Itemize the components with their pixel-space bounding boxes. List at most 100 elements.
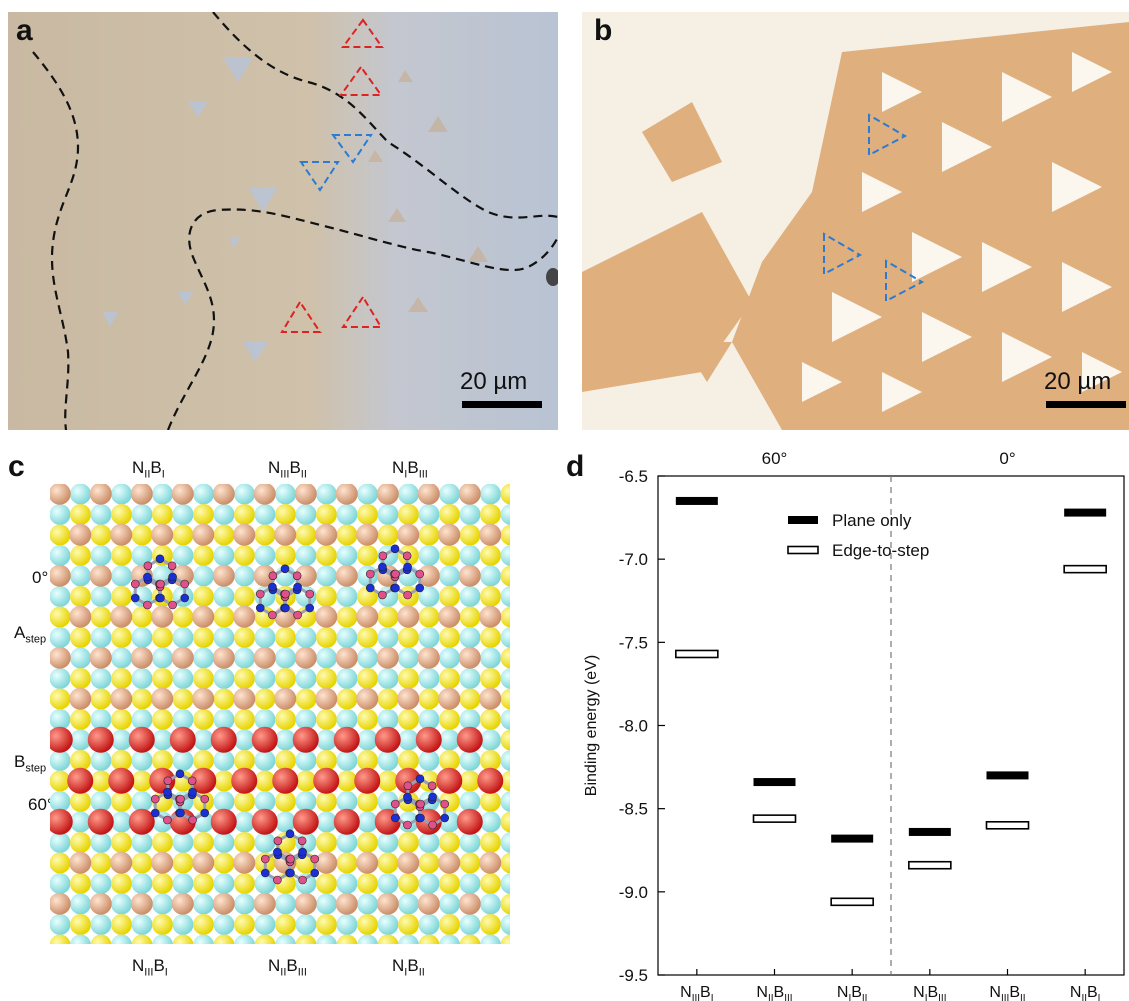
chart-text: -6.5 -7.0 -7.5 -8.0 -8.5 -9.0 -9.5 NIIIBI NIIBII… [583, 449, 1100, 1001]
substrate-atom [377, 750, 399, 771]
substrate-atom [111, 934, 132, 944]
substrate-atom [234, 647, 255, 669]
substrate-atom [131, 627, 153, 648]
grain-boundary-3 [166, 208, 558, 430]
substrate-atom [500, 750, 510, 771]
substrate-atom [90, 791, 112, 812]
substrate-atom [275, 750, 296, 771]
step-atom [210, 726, 237, 753]
step-atom [251, 726, 278, 753]
b-atom [188, 815, 197, 825]
step-atom [456, 726, 483, 753]
substrate-atom [234, 750, 255, 771]
n-atom [415, 583, 425, 593]
substrate-atom [234, 586, 255, 607]
substrate-atom [111, 565, 132, 587]
surface-atom [130, 484, 153, 505]
substrate-atom [275, 729, 296, 751]
surface-atom [294, 892, 317, 915]
surface-atom [356, 605, 379, 628]
substrate-atom [172, 832, 194, 853]
substrate-atom [459, 606, 481, 628]
substrate-atom [480, 729, 501, 751]
substrate-atom [152, 709, 173, 730]
substrate-atom [50, 688, 71, 710]
substrate-atom [357, 832, 378, 853]
substrate-atom [50, 750, 71, 771]
panel-b-scalebar: 20 µm [1044, 368, 1128, 410]
b-atom [187, 776, 197, 786]
substrate-atom [152, 647, 173, 669]
panel-a-background [8, 12, 558, 430]
substrate-atom [357, 545, 378, 566]
substrate-atom [295, 791, 317, 812]
surface-atom [438, 523, 461, 546]
substrate-atom [357, 791, 378, 812]
panel-d-letter: d [566, 450, 585, 483]
surface-atom [315, 687, 338, 710]
b-atom [440, 799, 450, 809]
substrate-atom [316, 832, 337, 853]
substrate-atom [70, 668, 91, 689]
substrate-atom [377, 606, 399, 628]
panel-a-flakes [103, 57, 278, 362]
n-atom [273, 847, 282, 857]
substrate-atom [111, 914, 132, 935]
substrate-atom [439, 750, 460, 771]
substrate-atom [377, 524, 399, 546]
surface-atom [212, 564, 235, 587]
grain-boundary-1 [32, 51, 80, 430]
surface-atom [438, 605, 461, 628]
substrate-atom [459, 627, 481, 648]
n-atom [281, 603, 290, 613]
n-atom [255, 603, 265, 613]
substrate-atom [234, 893, 255, 915]
substrate-atom [295, 524, 317, 546]
n-atom [378, 562, 387, 572]
edge-to-step-marker [830, 897, 874, 907]
n-atom [163, 787, 172, 797]
substrate-atom [90, 586, 112, 607]
n-atom [415, 774, 425, 784]
substrate-atom [500, 545, 510, 566]
legend-label: Edge-to-step [832, 541, 929, 560]
substrate-atom [480, 873, 501, 894]
surface-atom [376, 892, 399, 915]
substrate-atom [193, 934, 214, 944]
surface-atom [274, 687, 297, 710]
substrate-atom [172, 750, 194, 771]
substrate-atom [234, 545, 255, 566]
substrate-atom [418, 709, 440, 730]
substrate-atom [111, 586, 132, 607]
n-atom [150, 808, 160, 818]
substrate-atom [275, 484, 296, 505]
substrate-atom [50, 606, 71, 628]
n-atom [176, 808, 185, 818]
substrate-atom [213, 770, 235, 792]
hbn-flake [260, 829, 320, 885]
surface-atom [110, 605, 133, 628]
surface-atom [233, 687, 256, 710]
hbn-flake [150, 769, 210, 825]
substrate-atom [480, 750, 501, 771]
panel-c-top-label-3: NIBIII [392, 458, 428, 481]
substrate-atom [336, 934, 358, 944]
substrate-atom [398, 668, 419, 689]
surface-atom [151, 851, 174, 874]
plane-only-marker [753, 778, 796, 787]
panel-b-voids [802, 52, 1122, 412]
substrate-atom [193, 545, 214, 566]
substrate-atom [193, 565, 214, 587]
substrate-atom [398, 914, 419, 935]
surface-atom [397, 687, 420, 710]
surface-atom [294, 484, 317, 505]
substrate-atom [439, 893, 460, 915]
red-triangle-markers [280, 18, 384, 333]
substrate-atom [459, 770, 481, 792]
b-atom [286, 854, 295, 864]
b-atom [255, 589, 265, 599]
substrate-atom [213, 524, 235, 546]
substrate-atom [480, 709, 501, 730]
panel-a-scale-label: 20 µm [460, 368, 528, 395]
plane-only-marker [908, 827, 951, 836]
